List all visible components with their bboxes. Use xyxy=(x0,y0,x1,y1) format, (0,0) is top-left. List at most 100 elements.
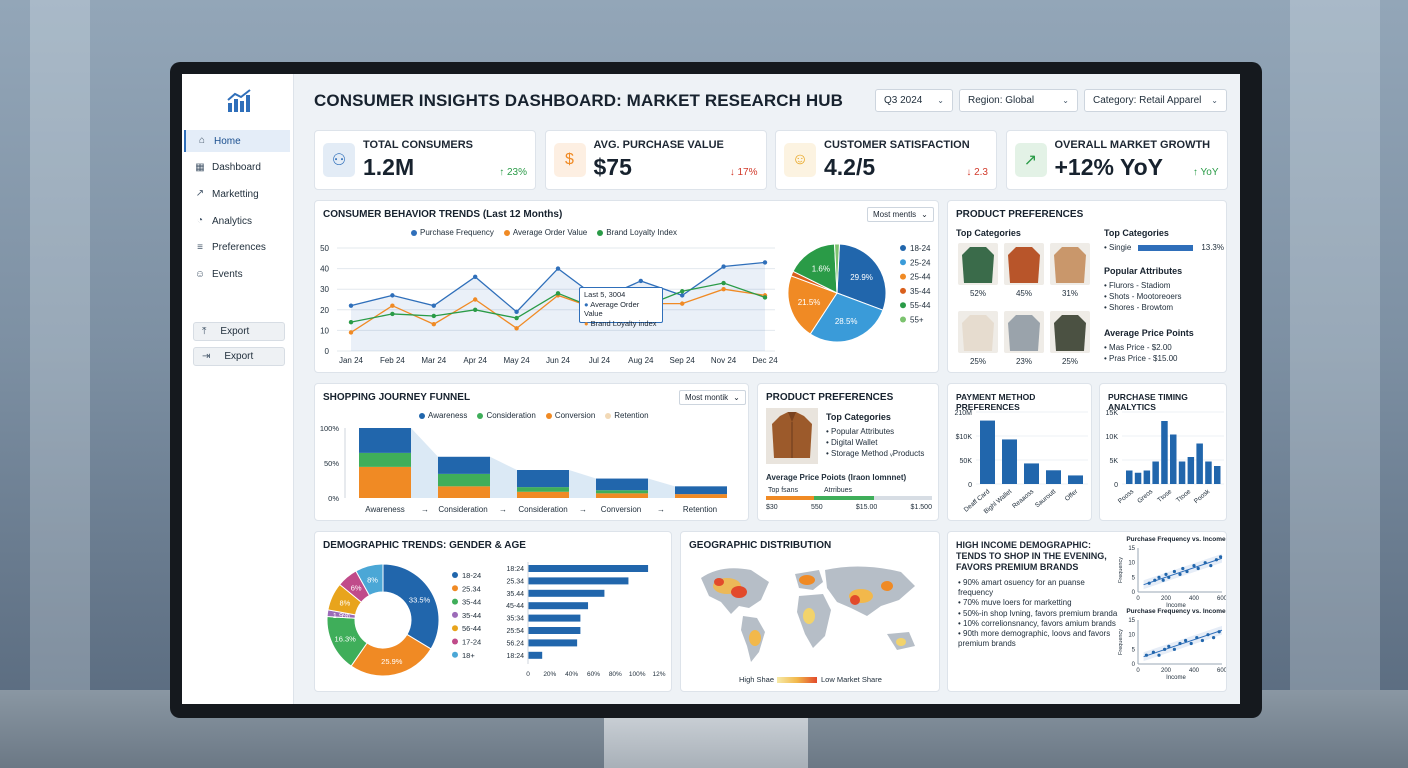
kpi-label: AVG. PURCHASE VALUE xyxy=(593,139,724,151)
funnel-segment xyxy=(359,466,411,498)
sidebar: ⌂ Home ▦ Dashboard ↗ Marketting ◔ Analytics ≡ Pre… xyxy=(182,74,294,704)
card-title: SHOPPING JOURNEY FUNNEL xyxy=(323,392,471,403)
bar xyxy=(1002,439,1017,484)
legend-item: Average Order Value xyxy=(503,228,587,237)
legend-item: Purchase Frequency xyxy=(411,228,494,237)
world-heatmap xyxy=(701,566,915,662)
top-categories-label: Top Categories xyxy=(826,412,891,422)
y-axis-label: Frequency xyxy=(1118,629,1124,655)
bar xyxy=(528,639,578,647)
y-tick-label: 20 xyxy=(320,306,329,315)
product-image xyxy=(1004,311,1044,353)
slice-label: 16.3% xyxy=(335,634,357,643)
period-select[interactable]: Most montik ⌄ xyxy=(679,390,746,405)
legend-dot xyxy=(545,412,552,419)
sidebar-item-label: Preferences xyxy=(212,242,266,254)
scatter-point xyxy=(1178,641,1182,646)
data-point xyxy=(555,291,561,296)
data-point xyxy=(390,303,395,308)
sidebar-item-events[interactable]: ☺ Events xyxy=(184,264,290,286)
sidebar-item-dashboard[interactable]: ▦ Dashboard xyxy=(184,157,290,179)
data-point xyxy=(514,315,519,321)
legend-dot xyxy=(900,259,906,266)
y-tick-label: 5K xyxy=(1109,458,1118,465)
y-tick-label: 50K xyxy=(960,458,973,465)
payment-methods-card: PAYMENT METHOD PREFERENCES 0 50K $10K 210M D… xyxy=(947,383,1092,521)
sidebar-item-analytics[interactable]: ◔ Analytics xyxy=(184,210,290,232)
bar xyxy=(1161,421,1168,484)
bar xyxy=(1024,463,1039,484)
scatter-point xyxy=(1157,653,1161,657)
arrow-right-icon: → xyxy=(657,505,665,514)
scatter-point xyxy=(1185,569,1189,574)
dashboard-screen: ⌂ Home ▦ Dashboard ↗ Marketting ◔ Analytics ≡ Pre… xyxy=(182,74,1240,704)
data-point xyxy=(514,326,519,331)
sidebar-item-marketting[interactable]: ↗ Marketting xyxy=(184,183,290,205)
data-point xyxy=(473,274,478,280)
y-tick-label: 15 xyxy=(1128,618,1135,624)
slice-label: 8% xyxy=(339,598,350,607)
y-tick-label: 15 xyxy=(1128,546,1135,552)
data-point xyxy=(721,280,726,286)
bar-category-label: 35:34 xyxy=(506,616,524,623)
export-button[interactable]: ⤒ Export xyxy=(193,322,285,341)
price-points-label: Average Price Points xyxy=(1104,328,1194,338)
legend-label: 18+ xyxy=(462,651,475,660)
export-label: Export xyxy=(224,351,254,362)
legend-dot xyxy=(411,229,417,236)
area-fill xyxy=(351,262,765,351)
quarter-select[interactable]: Q3 2024 ⌄ xyxy=(875,89,953,112)
high-income-card: HIGH INCOME DEMOGRAPHIC: TENDS TO SHOP I… xyxy=(947,531,1227,692)
legend-item: Conversion xyxy=(545,411,595,420)
funnel-segment xyxy=(517,487,569,492)
product-pct: 23% xyxy=(1015,357,1032,366)
card-title: PURCHASE TIMING ANALYTICS xyxy=(1108,392,1188,412)
sidebar-item-label: Marketting xyxy=(212,188,259,200)
legend-dot xyxy=(900,302,906,309)
legend-dot xyxy=(452,611,458,618)
legend-label: 35-44 xyxy=(462,598,481,607)
y-tick-label: 0 xyxy=(1132,590,1136,596)
scatter-point xyxy=(1219,555,1223,559)
product-pct: 25% xyxy=(1061,357,1078,366)
categories-list: Popular AttributesDigital WalletStorage … xyxy=(826,426,924,459)
bar xyxy=(1143,470,1151,484)
sidebar-item-preferences[interactable]: ≡ Preferences xyxy=(184,237,290,259)
legend-dot xyxy=(900,316,906,323)
price-item: Pras Price - $15.00 xyxy=(1104,353,1177,364)
income-bullet: 90th more demographic, loovs and favors … xyxy=(958,629,1118,649)
category-select[interactable]: Category: Retail Apparel ⌄ xyxy=(1084,89,1227,112)
data-point xyxy=(721,264,726,269)
kpi-delta: ↓ 17% xyxy=(730,167,758,178)
geographic-card: GEOGRAPHIC DISTRIBUTION High Shae Low Ma… xyxy=(680,531,940,692)
chevron-down-icon: ⌄ xyxy=(921,210,928,219)
bar xyxy=(1187,457,1195,484)
scatter-point xyxy=(1172,569,1176,574)
select-value: Category: Retail Apparel xyxy=(1093,95,1202,106)
period-select[interactable]: Most mentls ⌄ xyxy=(867,207,934,222)
funnel-connector xyxy=(569,470,596,498)
x-tick-label: 40% xyxy=(565,671,578,678)
y-tick-label: 0 xyxy=(325,347,330,356)
attribute-item: Shots - Mootoreoers xyxy=(1104,291,1181,302)
stage-label: Retention xyxy=(683,505,717,514)
scatter-point xyxy=(1167,644,1171,648)
x-axis-label: Income xyxy=(1166,675,1186,681)
export-button[interactable]: ⇥ Export xyxy=(193,347,285,366)
x-axis-label: Income xyxy=(1166,603,1186,609)
home-icon: ⌂ xyxy=(198,135,206,146)
y-tick-label: 30 xyxy=(320,285,329,294)
funnel-connector xyxy=(411,428,438,498)
slice-label: 1.9% xyxy=(333,611,350,620)
sidebar-item-home[interactable]: ⌂ Home xyxy=(184,130,290,152)
bar xyxy=(528,565,649,572)
region-select[interactable]: Region: Global ⌄ xyxy=(959,89,1078,112)
price-points-list: Mas Price - $2.00Pras Price - $15.00 xyxy=(1104,342,1177,364)
trend-line xyxy=(1143,557,1223,586)
data-point xyxy=(680,289,685,294)
x-tick-label: 0 xyxy=(1136,596,1140,602)
users-icon: ⚇ xyxy=(323,143,355,177)
x-tick-label: Reaaoss xyxy=(1011,488,1036,510)
kpi-value: 4.2/5 xyxy=(824,154,876,180)
scatter-point xyxy=(1178,572,1182,576)
